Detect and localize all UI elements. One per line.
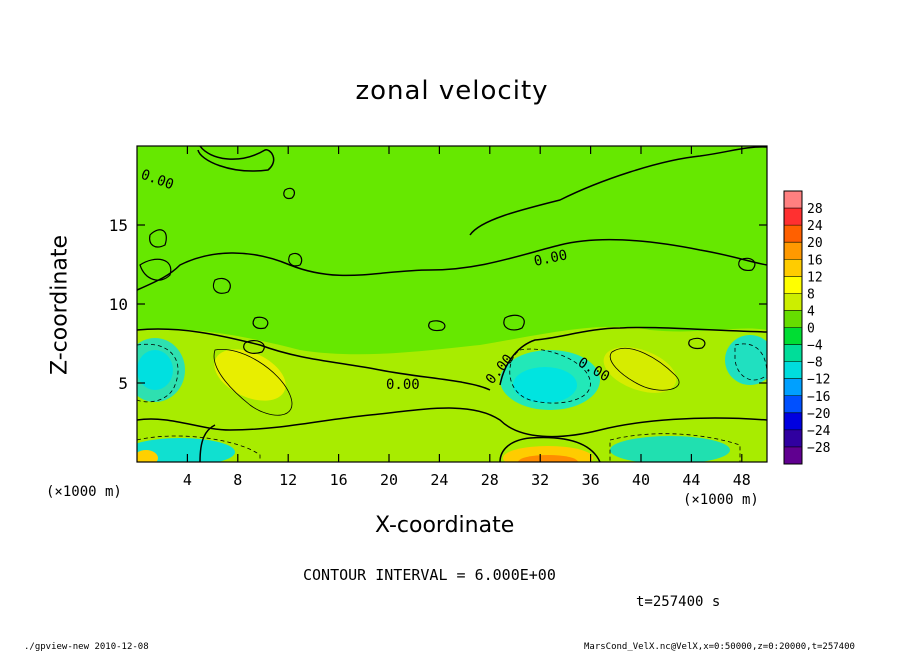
field-cell-negative [610, 436, 730, 462]
x-tick-label: 40 [632, 471, 650, 489]
colorbar-swatch [784, 259, 802, 277]
x-tick-label: 12 [279, 471, 297, 489]
footer-left: ./gpview-new 2010-12-08 [24, 642, 149, 652]
field-cell-negative-core [513, 367, 577, 403]
colorbar-label: −4 [807, 339, 823, 354]
x-tick-label: 32 [531, 471, 549, 489]
x-tick-label: 44 [682, 471, 700, 489]
colorbar-swatch [784, 225, 802, 243]
colorbar-swatch [784, 276, 802, 294]
colorbar-label: −12 [807, 373, 830, 388]
x-tick-label: 4 [183, 471, 192, 489]
field-cell-negative [137, 438, 235, 462]
colorbar-swatch [784, 327, 802, 346]
colorbar-swatch [784, 412, 802, 431]
colorbar-swatch [784, 344, 802, 363]
x-tick-label: 28 [481, 471, 499, 489]
x-tick-label: 20 [380, 471, 398, 489]
contour-interval-note: CONTOUR INTERVAL = 6.000E+00 [303, 566, 556, 584]
y-tick-label: 10 [109, 295, 128, 314]
colorbar-swatch [784, 395, 802, 414]
x-tick-label: 36 [582, 471, 600, 489]
footer-right: MarsCond_VelX.nc@VelX,x=0:50000,z=0:2000… [584, 642, 855, 652]
colorbar-label: −16 [807, 390, 830, 405]
colorbar-swatch [784, 191, 802, 209]
colorbar: 28 24 20 16 12 8 4 0 −4 −8 −12 −16 −20 −24 −28 [783, 190, 831, 465]
y-tick-label: 15 [109, 216, 128, 235]
x-tick-label: 16 [330, 471, 348, 489]
colorbar-label: −24 [807, 424, 831, 439]
x-tick-label: 8 [233, 471, 242, 489]
field-cell-strong-positive [137, 450, 158, 462]
colorbar-label: 24 [807, 219, 823, 234]
x-unit-label: (×1000 m) [46, 484, 122, 500]
colorbar-label: −20 [807, 407, 830, 422]
colorbar-label: 12 [807, 270, 823, 285]
colorbar-swatch [784, 361, 802, 380]
x-tick-label: 24 [430, 471, 448, 489]
field-cell-strong-positive-core [518, 455, 578, 462]
y-axis-label: Z-coordinate [47, 235, 73, 375]
colorbar-label: 8 [807, 287, 815, 302]
x-axis-label: X-coordinate [375, 513, 515, 538]
colorbar-label: −28 [807, 441, 830, 456]
field-cell-negative-core [137, 350, 173, 390]
chart-title: zonal velocity [355, 76, 549, 106]
colorbar-label: −8 [807, 356, 823, 371]
x-tick-label: 48 [733, 471, 751, 489]
colorbar-swatch [784, 429, 802, 448]
colorbar-swatch [784, 242, 802, 260]
field-cell-positive [603, 347, 677, 393]
x-unit-label-right: (×1000 m) [683, 492, 759, 508]
colorbar-label: 16 [807, 253, 823, 268]
contour-label: 0.00 [386, 377, 420, 393]
x-axis: 4 8 12 16 20 24 28 32 36 40 44 48 [183, 146, 751, 489]
colorbar-label: 4 [807, 304, 815, 319]
y-tick-label: 5 [118, 374, 128, 393]
colorbar-swatch [784, 310, 802, 328]
field-cell-positive [214, 349, 286, 401]
time-note: t=257400 s [636, 594, 721, 610]
colorbar-label: 0 [807, 322, 815, 337]
contour-label: 0.00 [533, 247, 569, 270]
colorbar-label: 28 [807, 202, 823, 217]
y-axis: 5 10 15 [109, 216, 767, 393]
colorbar-swatch [784, 208, 802, 226]
colorbar-swatch [784, 293, 802, 311]
colorbar-label: 20 [807, 236, 823, 251]
colorbar-swatch [784, 446, 802, 465]
plot-area [137, 146, 767, 462]
colorbar-swatch [784, 378, 802, 397]
